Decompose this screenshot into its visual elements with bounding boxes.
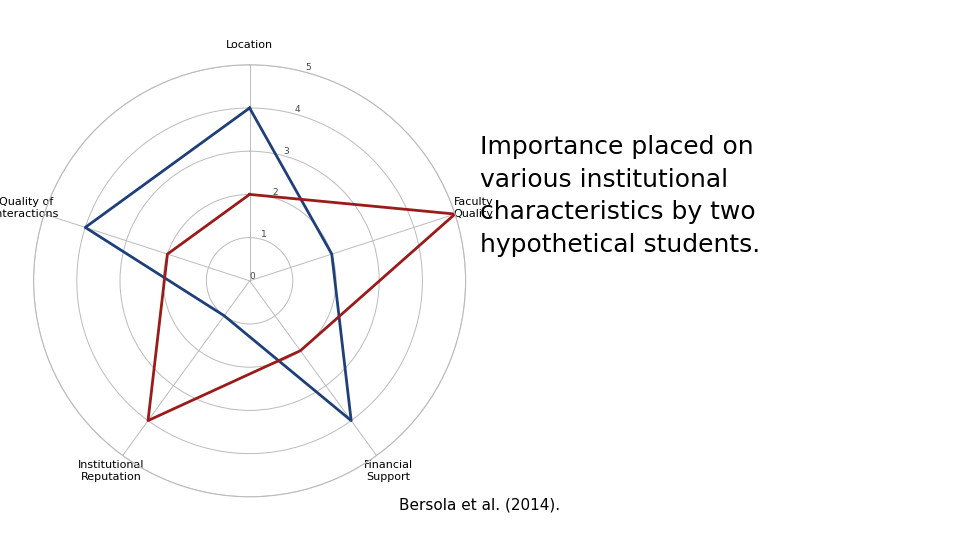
Text: Importance placed on
various institutional
characteristics by two
hypothetical s: Importance placed on various institution… xyxy=(480,135,760,256)
Text: Bersola et al. (2014).: Bersola et al. (2014). xyxy=(399,498,561,513)
